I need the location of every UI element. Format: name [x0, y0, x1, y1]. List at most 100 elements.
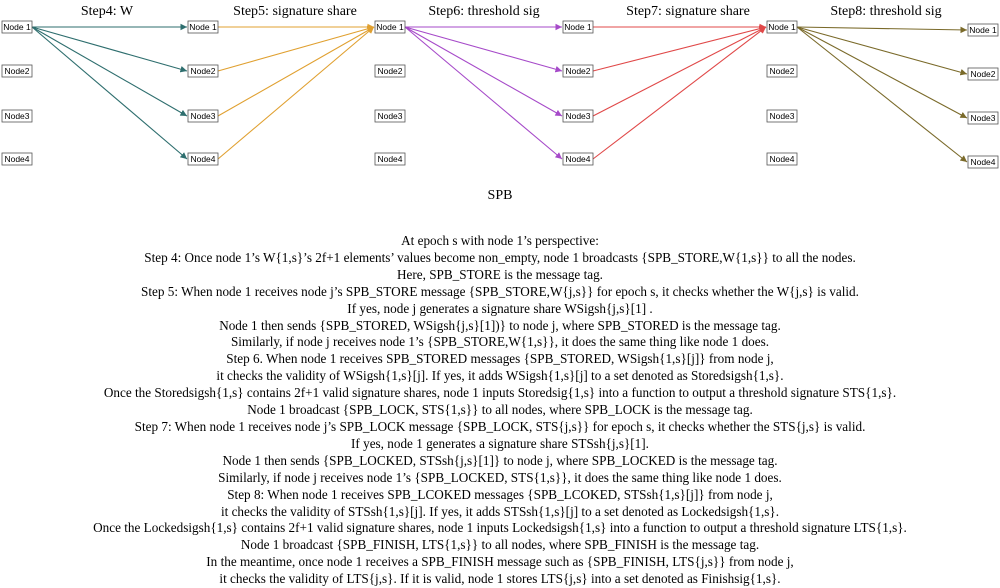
node-box — [1, 109, 33, 123]
step8-edge-to-node-4 — [796, 26, 968, 163]
step4-edge-to-node-4 — [31, 26, 188, 160]
node-box — [374, 20, 406, 34]
step7-edge-from-node-3 — [592, 26, 767, 117]
node-2-col-3: Node2 — [374, 64, 406, 78]
node-label: Node3 — [4, 111, 29, 121]
description-line: At epoch s with node 1’s perspective: — [401, 233, 599, 248]
node-label: Node2 — [377, 66, 402, 76]
node-2-col-6: Node2 — [967, 67, 999, 81]
node-label: Node3 — [190, 111, 215, 121]
node-2-col-4: Node2 — [562, 64, 594, 78]
node-label: Node4 — [190, 154, 215, 164]
nodes: Node 1 Node2 Node3 Node4 Node 1 Node2 Node3 Nod… — [1, 20, 999, 169]
node-label: Node 1 — [969, 25, 997, 35]
step7-edge-from-node-4 — [592, 26, 767, 160]
node-box — [967, 111, 999, 125]
description-line: Similarly, if node j receives node 1’s {… — [230, 334, 770, 350]
node-2-col-2: Node2 — [187, 64, 219, 78]
node-4-col-6: Node4 — [967, 155, 999, 169]
description-line: Node 1 then sends {SPB_STORED, WSigsh{j,… — [219, 317, 781, 333]
step-title-4: Step4: W — [81, 4, 134, 19]
node-label: Node2 — [769, 66, 794, 76]
edges — [31, 23, 968, 163]
node-label: Node 1 — [768, 22, 796, 32]
step-title-6: Step6: threshold sig — [428, 4, 539, 19]
node-3-col-2: Node3 — [187, 109, 219, 123]
node-1-col-5: Node 1 — [766, 20, 798, 34]
step7-edge-from-node-2 — [592, 25, 767, 72]
step8-edge-to-node-3 — [796, 26, 968, 119]
node-box — [766, 109, 798, 123]
node-box — [374, 152, 406, 166]
description-line: Step 5: When node 1 receives node j’s SP… — [141, 283, 859, 299]
description-line: Once the Lockedsigsh{1,s} contains 2f+1 … — [93, 520, 907, 536]
node-box — [1, 20, 33, 34]
node-box — [562, 20, 594, 34]
description-line: Step 6. When node 1 receives SPB_STORED … — [226, 351, 774, 367]
description-line: Once the Storedsigsh{1,s} contains 2f+1 … — [103, 385, 897, 401]
node-label: Node3 — [565, 111, 590, 121]
description-line: it checks the validity of LTS{j,s}. If i… — [219, 571, 781, 587]
node-label: Node4 — [377, 154, 402, 164]
node-box — [562, 64, 594, 78]
node-label: Node3 — [970, 113, 995, 123]
description-line: In the meantime, once node 1 receives a … — [206, 554, 794, 570]
description-line: Step 7: When node 1 receives node j’s SP… — [134, 418, 866, 434]
node-4-col-2: Node4 — [187, 152, 219, 166]
step6-edge-to-node-4 — [404, 26, 563, 160]
description-line: If yes, node j generates a signature sha… — [347, 300, 653, 316]
step8-edge-to-node-1 — [796, 26, 968, 34]
node-3-col-1: Node3 — [1, 109, 33, 123]
node-3-col-6: Node3 — [967, 111, 999, 125]
description-line: Node 1 then sends {SPB_LOCKED, STSsh{j,s… — [222, 452, 778, 468]
node-box — [766, 64, 798, 78]
node-label: Node4 — [970, 157, 995, 167]
protocol-description: At epoch s with node 1’s perspective: Ste… — [0, 233, 1000, 588]
node-box — [766, 20, 798, 34]
node-2-col-5: Node2 — [766, 64, 798, 78]
node-label: Node 1 — [376, 22, 404, 32]
node-label: Node4 — [769, 154, 794, 164]
node-label: Node2 — [565, 66, 590, 76]
node-1-col-2: Node 1 — [187, 20, 219, 34]
step8-edge-to-node-2 — [796, 26, 968, 76]
node-label: Node 1 — [189, 22, 217, 32]
node-label: Node3 — [769, 111, 794, 121]
node-box — [187, 109, 219, 123]
node-4-col-1: Node4 — [1, 152, 33, 166]
node-label: Node4 — [4, 154, 29, 164]
description-line: Step 4: Once node 1’s W{1,s}’s 2f+1 elem… — [144, 249, 856, 265]
node-1-col-4: Node 1 — [562, 20, 594, 34]
step6-edge-to-node-3 — [404, 26, 563, 117]
node-box — [187, 152, 219, 166]
node-1-col-3: Node 1 — [374, 20, 406, 34]
description-line: it checks the validity of WSigsh{1,s}[j]… — [216, 368, 784, 384]
node-2-col-1: Node2 — [1, 64, 33, 78]
description-line: Similarly, if node j receives node 1’s {… — [218, 469, 782, 485]
description-line: Here, SPB_STORE is the message tag. — [397, 266, 603, 282]
spb-diagram: Step4: W Step5: signature share Step6: t… — [1, 4, 999, 169]
description-line: it checks the validity of STSsh{1,s}[j].… — [220, 503, 780, 519]
node-label: Node4 — [565, 154, 590, 164]
node-1-col-6: Node 1 — [967, 23, 999, 37]
node-box — [766, 152, 798, 166]
step5-edge-from-node-3 — [217, 26, 375, 117]
description-line: If yes, node 1 generates a signature sha… — [351, 435, 649, 451]
node-box — [374, 109, 406, 123]
node-label: Node 1 — [3, 22, 31, 32]
step6-edge-to-node-2 — [404, 26, 563, 73]
node-label: Node2 — [970, 69, 995, 79]
node-box — [1, 64, 33, 78]
step-title-8: Step8: threshold sig — [830, 4, 941, 19]
description-line: Step 8: When node 1 receives SPB_LCOKED … — [227, 486, 773, 502]
node-box — [967, 23, 999, 37]
node-box — [562, 152, 594, 166]
node-3-col-5: Node3 — [766, 109, 798, 123]
node-box — [562, 109, 594, 123]
step-title-5: Step5: signature share — [233, 4, 357, 19]
node-4-col-5: Node4 — [766, 152, 798, 166]
node-box — [1, 152, 33, 166]
node-box — [187, 64, 219, 78]
node-label: Node3 — [377, 111, 402, 121]
node-4-col-4: Node4 — [562, 152, 594, 166]
